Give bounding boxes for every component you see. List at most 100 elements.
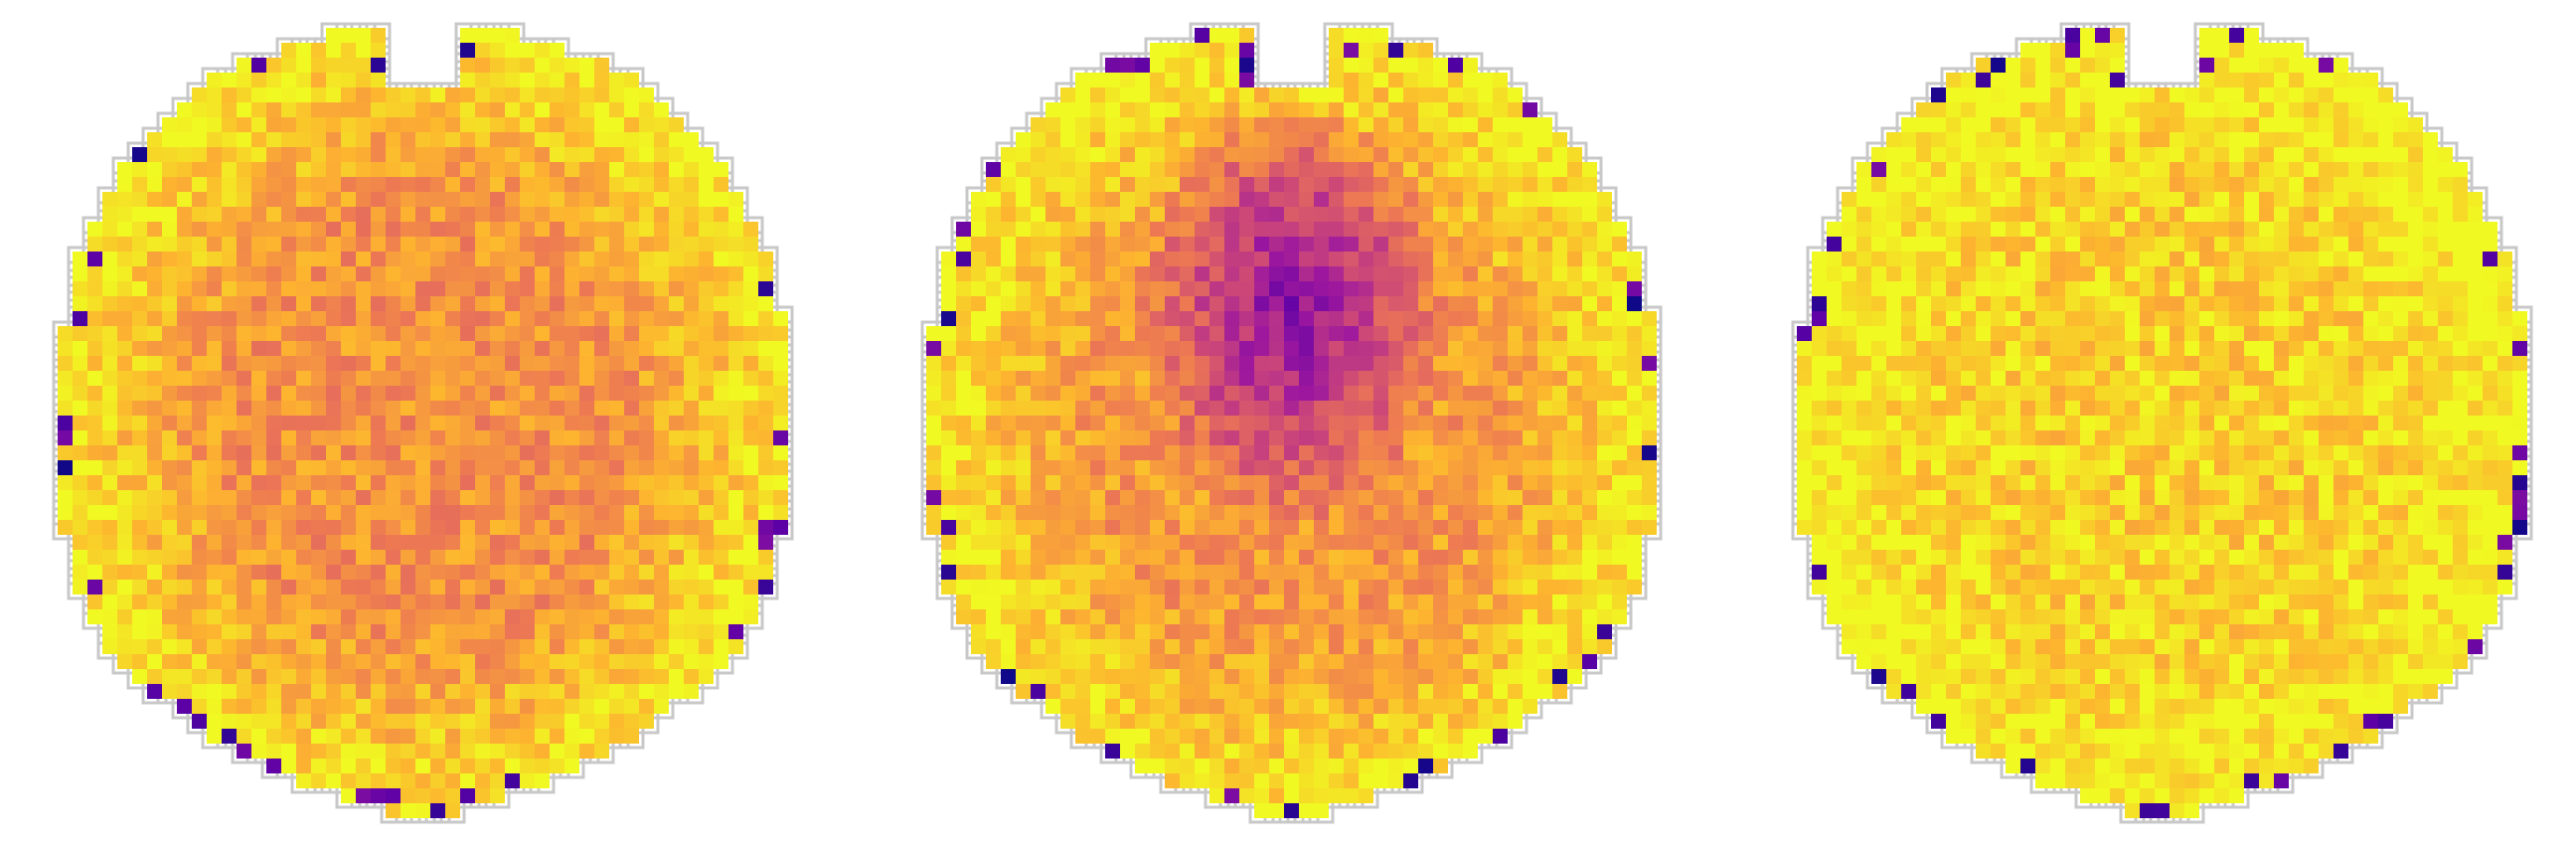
voxel bbox=[699, 609, 714, 624]
voxel bbox=[1523, 401, 1537, 416]
voxel bbox=[460, 714, 475, 729]
voxel bbox=[971, 356, 986, 371]
voxel bbox=[1552, 460, 1567, 475]
voxel bbox=[1195, 639, 1209, 654]
voxel bbox=[445, 147, 460, 162]
voxel bbox=[371, 117, 386, 132]
voxel bbox=[1224, 416, 1239, 430]
voxel bbox=[1105, 609, 1120, 624]
voxel bbox=[728, 252, 743, 266]
voxel bbox=[1403, 252, 1418, 266]
voxel bbox=[102, 535, 117, 550]
voxel bbox=[714, 430, 728, 445]
voxel bbox=[356, 356, 371, 371]
voxel bbox=[684, 326, 699, 341]
voxel bbox=[579, 237, 594, 252]
voxel bbox=[1105, 252, 1120, 266]
voxel bbox=[1001, 162, 1016, 177]
voxel bbox=[326, 639, 341, 654]
voxel bbox=[401, 729, 415, 744]
voxel bbox=[177, 102, 192, 117]
voxel bbox=[401, 416, 415, 430]
voxel bbox=[1373, 87, 1388, 102]
voxel bbox=[1373, 281, 1388, 296]
voxel bbox=[564, 669, 579, 684]
voxel bbox=[669, 416, 684, 430]
voxel bbox=[1180, 147, 1195, 162]
voxel bbox=[971, 266, 986, 281]
voxel bbox=[609, 222, 624, 237]
voxel bbox=[2184, 162, 2199, 177]
voxel bbox=[669, 669, 684, 684]
voxel bbox=[1314, 341, 1329, 356]
voxel bbox=[1597, 416, 1612, 430]
voxel bbox=[401, 162, 415, 177]
voxel bbox=[956, 401, 971, 416]
voxel bbox=[609, 132, 624, 147]
voxel bbox=[356, 609, 371, 624]
voxel bbox=[956, 445, 971, 460]
voxel bbox=[2095, 117, 2110, 132]
voxel bbox=[1582, 505, 1597, 520]
voxel bbox=[714, 490, 728, 505]
voxel bbox=[2348, 73, 2363, 87]
voxel bbox=[207, 266, 222, 281]
voxel bbox=[1314, 401, 1329, 416]
voxel bbox=[177, 639, 192, 654]
voxel bbox=[1582, 371, 1597, 386]
voxel bbox=[2035, 162, 2050, 177]
voxel bbox=[326, 192, 341, 207]
voxel bbox=[1463, 117, 1478, 132]
voxel bbox=[1135, 430, 1150, 445]
voxel bbox=[1120, 192, 1135, 207]
voxel bbox=[296, 550, 311, 565]
voxel bbox=[1180, 296, 1195, 311]
voxel bbox=[1916, 102, 1931, 117]
voxel bbox=[1269, 594, 1284, 609]
voxel bbox=[986, 311, 1001, 326]
voxel bbox=[1135, 237, 1150, 252]
voxel bbox=[1478, 654, 1493, 669]
voxel bbox=[1299, 207, 1314, 222]
voxel bbox=[1001, 386, 1016, 401]
voxel bbox=[1523, 162, 1537, 177]
voxel bbox=[1523, 266, 1537, 281]
voxel bbox=[535, 550, 550, 565]
voxel bbox=[1090, 416, 1105, 430]
voxel bbox=[192, 87, 207, 102]
voxel bbox=[1508, 594, 1523, 609]
voxel bbox=[579, 609, 594, 624]
voxel bbox=[207, 356, 222, 371]
voxel bbox=[58, 460, 73, 475]
voxel bbox=[609, 609, 624, 624]
voxel bbox=[1180, 222, 1195, 237]
voxel bbox=[1523, 505, 1537, 520]
voxel bbox=[1016, 192, 1031, 207]
voxel bbox=[2125, 117, 2140, 132]
voxel bbox=[177, 580, 192, 594]
voxel bbox=[415, 371, 430, 386]
voxel bbox=[594, 147, 609, 162]
voxel bbox=[430, 147, 445, 162]
voxel bbox=[1344, 132, 1359, 147]
voxel bbox=[371, 594, 386, 609]
voxel bbox=[1075, 132, 1090, 147]
voxel bbox=[445, 296, 460, 311]
voxel bbox=[1075, 609, 1090, 624]
voxel bbox=[1135, 684, 1150, 699]
voxel bbox=[430, 594, 445, 609]
voxel bbox=[1180, 714, 1195, 729]
voxel bbox=[1448, 222, 1463, 237]
voxel bbox=[73, 580, 87, 594]
voxel bbox=[594, 699, 609, 714]
voxel bbox=[639, 460, 654, 475]
voxel bbox=[1523, 699, 1537, 714]
voxel bbox=[1150, 744, 1165, 759]
voxel bbox=[356, 416, 371, 430]
voxel bbox=[654, 296, 669, 311]
voxel bbox=[266, 565, 281, 580]
voxel bbox=[162, 356, 177, 371]
voxel bbox=[1046, 281, 1060, 296]
voxel bbox=[326, 773, 341, 788]
voxel bbox=[1344, 550, 1359, 565]
